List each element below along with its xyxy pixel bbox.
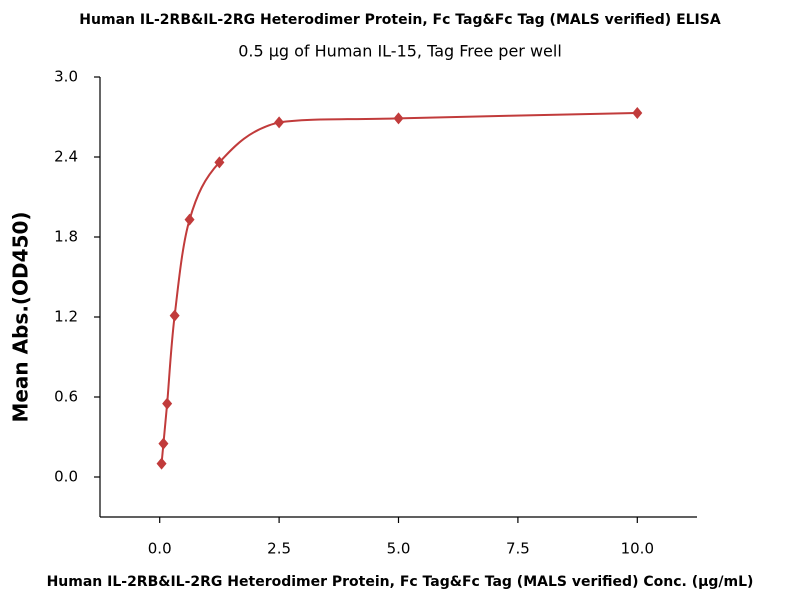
- data-point: [162, 397, 173, 410]
- x-axis-label: Human IL-2RB&IL-2RG Heterodimer Protein,…: [47, 574, 754, 590]
- data-point: [632, 107, 643, 119]
- y-tick-label: 0.0: [54, 468, 78, 486]
- data-point: [214, 156, 225, 169]
- y-tick-label: 3.0: [54, 68, 78, 86]
- data-point: [158, 437, 169, 450]
- chart-subtitle: 0.5 μg of Human IL-15, Tag Free per well: [238, 42, 562, 61]
- y-tick-label: 0.6: [54, 388, 78, 406]
- x-tick-label: 0.0: [148, 540, 172, 558]
- data-point: [393, 112, 404, 125]
- data-point: [274, 116, 285, 129]
- y-axis-label: Mean Abs.(OD450): [9, 211, 33, 422]
- y-tick-label: 1.8: [54, 228, 78, 246]
- x-tick-label: 2.5: [267, 540, 291, 558]
- y-tick-label: 2.4: [54, 148, 78, 166]
- data-point: [169, 309, 180, 322]
- data-point: [184, 213, 195, 226]
- x-tick-label: 10.0: [621, 540, 654, 558]
- chart-title: Human IL-2RB&IL-2RG Heterodimer Protein,…: [79, 12, 721, 28]
- data-point: [156, 457, 167, 470]
- x-tick-label: 5.0: [387, 540, 411, 558]
- x-tick-label: 7.5: [506, 540, 530, 558]
- y-tick-label: 1.2: [54, 308, 78, 326]
- fit-line: [160, 112, 638, 464]
